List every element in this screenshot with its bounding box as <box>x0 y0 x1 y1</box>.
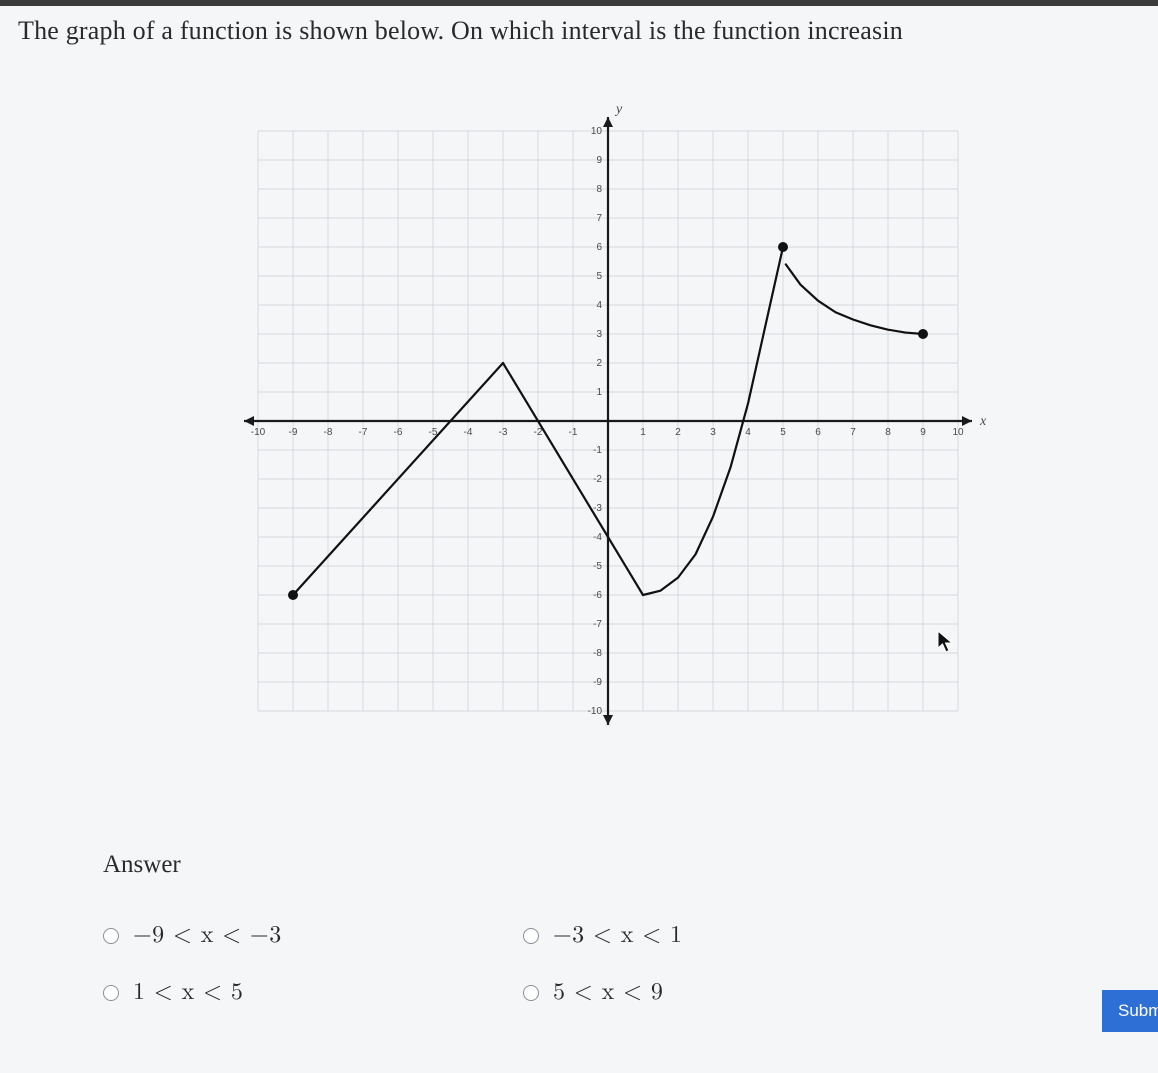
svg-text:-5: -5 <box>593 561 602 572</box>
svg-text:4: 4 <box>596 300 602 311</box>
function-graph: -10 -9 -8 -7 -6 -5 -4 -3 -2 -1 1 2 3 4 5 6 7 8 9 10 -10 -9 -8 -… <box>228 101 988 741</box>
svg-text:1: 1 <box>640 427 646 438</box>
submit-label: Subm <box>1118 1001 1158 1021</box>
radio-icon <box>103 928 119 944</box>
radio-icon <box>523 985 539 1001</box>
option-c[interactable]: 1 < x < 5 <box>103 978 523 1007</box>
svg-text:1: 1 <box>596 387 602 398</box>
svg-text:-8: -8 <box>324 427 333 438</box>
svg-text:5: 5 <box>780 427 786 438</box>
svg-text:6: 6 <box>815 427 821 438</box>
svg-text:-7: -7 <box>359 427 368 438</box>
question-text: The graph of a function is shown below. … <box>18 16 1158 46</box>
svg-text:10: 10 <box>952 427 964 438</box>
svg-text:9: 9 <box>920 427 926 438</box>
svg-text:-9: -9 <box>593 677 602 688</box>
svg-text:5: 5 <box>596 271 602 282</box>
svg-text:-1: -1 <box>593 445 602 456</box>
svg-text:x: x <box>979 414 987 429</box>
submit-button[interactable]: Subm <box>1102 990 1158 1032</box>
svg-text:10: 10 <box>591 126 603 137</box>
option-d[interactable]: 5 < x < 9 <box>523 978 943 1007</box>
svg-text:4: 4 <box>745 427 751 438</box>
answer-heading: Answer <box>103 851 1158 879</box>
svg-text:-8: -8 <box>593 648 602 659</box>
option-label: 1 < x < 5 <box>133 978 243 1007</box>
svg-text:-3: -3 <box>499 427 508 438</box>
svg-text:9: 9 <box>596 155 602 166</box>
svg-text:-4: -4 <box>464 427 473 438</box>
radio-icon <box>103 985 119 1001</box>
svg-text:-10: -10 <box>588 706 603 717</box>
option-a[interactable]: −9 < x < −3 <box>103 921 523 950</box>
option-label: −9 < x < −3 <box>133 921 282 950</box>
svg-text:3: 3 <box>710 427 716 438</box>
svg-text:-2: -2 <box>593 474 602 485</box>
svg-text:7: 7 <box>850 427 856 438</box>
svg-text:y: y <box>614 102 623 117</box>
svg-text:8: 8 <box>596 184 602 195</box>
radio-icon <box>523 928 539 944</box>
svg-text:-6: -6 <box>593 590 602 601</box>
content-area: The graph of a function is shown below. … <box>0 6 1158 1073</box>
svg-text:8: 8 <box>885 427 891 438</box>
svg-text:-6: -6 <box>394 427 403 438</box>
svg-text:-9: -9 <box>289 427 298 438</box>
svg-text:-10: -10 <box>251 427 266 438</box>
option-label: −3 < x < 1 <box>553 921 683 950</box>
svg-text:-3: -3 <box>593 503 602 514</box>
svg-text:7: 7 <box>596 213 602 224</box>
option-b[interactable]: −3 < x < 1 <box>523 921 943 950</box>
svg-text:2: 2 <box>596 358 602 369</box>
svg-text:-4: -4 <box>593 532 602 543</box>
svg-text:-1: -1 <box>569 427 578 438</box>
svg-text:6: 6 <box>596 242 602 253</box>
svg-text:2: 2 <box>675 427 681 438</box>
answer-section: Answer −9 < x < −3 −3 < x < 1 1 < x < 5 … <box>18 851 1158 1007</box>
chart-container: -10 -9 -8 -7 -6 -5 -4 -3 -2 -1 1 2 3 4 5 6 7 8 9 10 -10 -9 -8 -… <box>228 101 988 741</box>
svg-text:-7: -7 <box>593 619 602 630</box>
option-label: 5 < x < 9 <box>553 978 663 1007</box>
svg-text:3: 3 <box>596 329 602 340</box>
options-grid: −9 < x < −3 −3 < x < 1 1 < x < 5 5 < x <… <box>103 921 1158 1007</box>
